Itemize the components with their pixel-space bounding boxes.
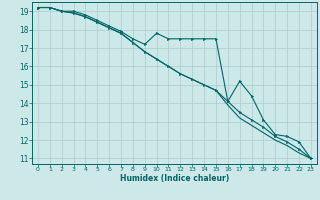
X-axis label: Humidex (Indice chaleur): Humidex (Indice chaleur)	[120, 174, 229, 183]
